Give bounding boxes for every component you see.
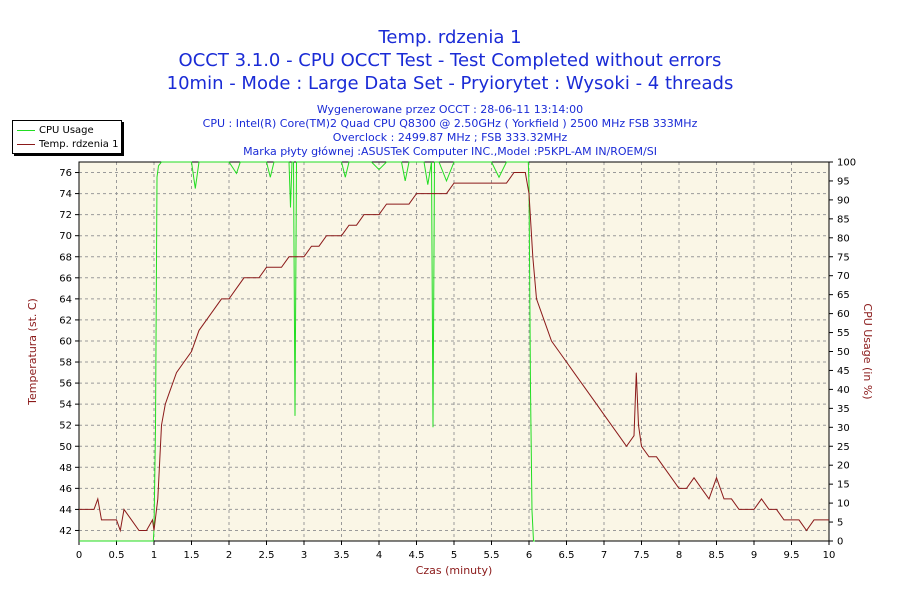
legend-item-temp: Temp. rdzenia 1 bbox=[17, 137, 118, 151]
y-left-tick-label: 74 bbox=[59, 189, 72, 200]
x-tick-label: 4.5 bbox=[409, 550, 425, 561]
y-right-tick-label: 5 bbox=[837, 518, 843, 529]
y-left-tick-label: 64 bbox=[59, 294, 72, 305]
x-tick-label: 0 bbox=[76, 550, 82, 561]
x-tick-label: 1 bbox=[151, 550, 157, 561]
y-right-tick-label: 90 bbox=[837, 195, 850, 206]
chart-subtitle-mode: 10min - Mode : Large Data Set - Pryioryt… bbox=[166, 73, 734, 94]
y-left-tick-label: 46 bbox=[59, 484, 72, 495]
y-left-tick-label: 58 bbox=[59, 358, 72, 369]
y-right-tick-label: 95 bbox=[837, 176, 850, 187]
y-right-tick-label: 25 bbox=[837, 442, 850, 453]
x-tick-label: 5.5 bbox=[484, 550, 500, 561]
chart-subtitle-test: OCCT 3.1.0 - CPU OCCT Test - Test Comple… bbox=[178, 50, 722, 71]
x-tick-label: 10 bbox=[823, 550, 836, 561]
y-left-tick-label: 52 bbox=[59, 421, 72, 432]
y-right-tick-label: 35 bbox=[837, 404, 850, 415]
x-tick-label: 8 bbox=[676, 550, 682, 561]
y-right-tick-label: 65 bbox=[837, 290, 850, 301]
info-generated: Wygenerowane przez OCCT : 28-06-11 13:14… bbox=[316, 103, 584, 116]
y-left-tick-label: 72 bbox=[59, 210, 72, 221]
legend-swatch-cpu-usage bbox=[17, 129, 35, 131]
y-right-tick-label: 0 bbox=[837, 537, 843, 548]
x-tick-label: 1.5 bbox=[184, 550, 200, 561]
y-right-tick-label: 15 bbox=[837, 480, 850, 491]
y-right-tick-label: 55 bbox=[837, 328, 850, 339]
y-left-tick-label: 66 bbox=[59, 273, 72, 284]
y-right-tick-label: 80 bbox=[837, 233, 850, 244]
legend-label-temp: Temp. rdzenia 1 bbox=[39, 138, 119, 150]
y-right-tick-label: 60 bbox=[837, 309, 850, 320]
x-tick-label: 9.5 bbox=[784, 550, 800, 561]
x-tick-label: 0.5 bbox=[109, 550, 125, 561]
y-right-tick-label: 20 bbox=[837, 461, 850, 472]
legend-item-cpu-usage: CPU Usage bbox=[17, 123, 94, 137]
x-tick-label: 9 bbox=[751, 550, 757, 561]
x-axis-title: Czas (minuty) bbox=[416, 564, 493, 577]
y-right-tick-label: 40 bbox=[837, 385, 850, 396]
y-left-axis-title: Temperatura (st. C) bbox=[26, 298, 39, 406]
y-right-tick-label: 45 bbox=[837, 366, 850, 377]
y-right-tick-label: 85 bbox=[837, 214, 850, 225]
x-tick-label: 7 bbox=[601, 550, 607, 561]
x-tick-label: 2.5 bbox=[259, 550, 275, 561]
x-tick-label: 5 bbox=[451, 550, 457, 561]
y-right-tick-label: 70 bbox=[837, 271, 850, 282]
x-tick-label: 3.5 bbox=[334, 550, 350, 561]
y-right-tick-label: 10 bbox=[837, 499, 850, 510]
y-left-tick-label: 76 bbox=[59, 168, 72, 179]
y-left-tick-label: 48 bbox=[59, 463, 72, 474]
y-left-tick-label: 54 bbox=[59, 400, 72, 411]
plot-area bbox=[79, 162, 829, 541]
x-tick-label: 8.5 bbox=[709, 550, 725, 561]
legend-swatch-temp bbox=[17, 143, 35, 145]
y-left-tick-label: 70 bbox=[59, 231, 72, 242]
info-overclock: Overclock : 2499.87 MHz ; FSB 333.32MHz bbox=[332, 131, 568, 144]
legend: CPU Usage Temp. rdzenia 1 bbox=[12, 120, 122, 154]
y-left-tick-label: 44 bbox=[59, 505, 72, 516]
y-right-tick-label: 100 bbox=[837, 158, 856, 169]
info-cpu: CPU : Intel(R) Core(TM)2 Quad CPU Q8300 … bbox=[202, 117, 698, 130]
y-left-tick-label: 42 bbox=[59, 526, 72, 537]
y-right-tick-label: 50 bbox=[837, 347, 850, 358]
y-left-tick-label: 68 bbox=[59, 252, 72, 263]
y-left-tick-label: 56 bbox=[59, 379, 72, 390]
x-tick-label: 6.5 bbox=[559, 550, 575, 561]
x-tick-label: 7.5 bbox=[634, 550, 650, 561]
info-board: Marka płyty głównej :ASUSTeK Computer IN… bbox=[243, 145, 657, 158]
legend-label-cpu-usage: CPU Usage bbox=[39, 124, 94, 136]
y-right-axis-title: CPU Usage (in %) bbox=[861, 303, 874, 399]
x-tick-label: 2 bbox=[226, 550, 232, 561]
y-left-tick-label: 62 bbox=[59, 315, 72, 326]
x-tick-label: 4 bbox=[376, 550, 382, 561]
series-line-cpu-usage bbox=[79, 161, 535, 542]
y-left-tick-label: 60 bbox=[59, 336, 72, 347]
series-line-temp bbox=[79, 172, 829, 533]
x-tick-label: 3 bbox=[301, 550, 307, 561]
y-left-tick-label: 50 bbox=[59, 442, 72, 453]
chart-title: Temp. rdzenia 1 bbox=[378, 27, 522, 48]
x-tick-label: 6 bbox=[526, 550, 532, 561]
y-right-tick-label: 30 bbox=[837, 423, 850, 434]
y-right-tick-label: 75 bbox=[837, 252, 850, 263]
